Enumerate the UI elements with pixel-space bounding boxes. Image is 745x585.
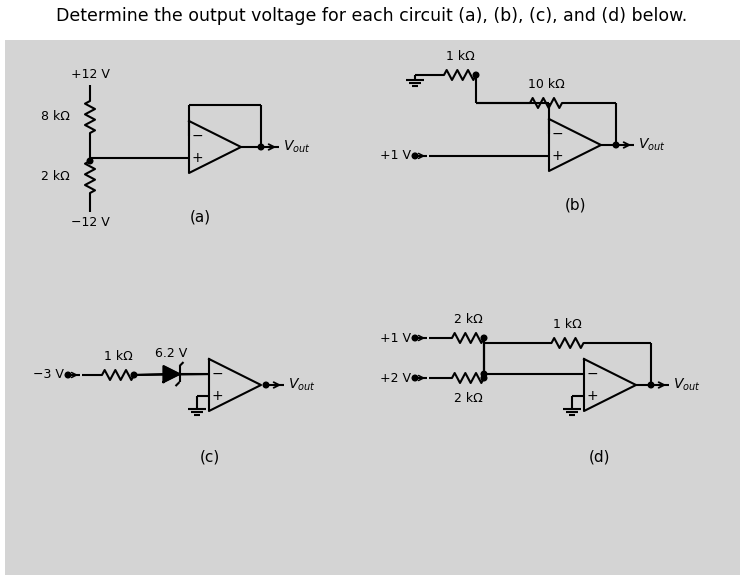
- Circle shape: [259, 144, 264, 150]
- Circle shape: [131, 372, 137, 378]
- Circle shape: [412, 375, 418, 381]
- Text: +1 V: +1 V: [380, 332, 411, 345]
- Polygon shape: [163, 366, 180, 382]
- Text: (b): (b): [564, 197, 586, 212]
- Circle shape: [481, 335, 486, 341]
- Text: $V_{out}$: $V_{out}$: [638, 137, 666, 153]
- Text: 10 kΩ: 10 kΩ: [527, 78, 565, 91]
- Text: −: −: [211, 367, 223, 381]
- Circle shape: [412, 153, 418, 159]
- Text: 1 kΩ: 1 kΩ: [553, 318, 582, 331]
- Circle shape: [87, 158, 93, 164]
- Text: $V_{out}$: $V_{out}$: [673, 377, 701, 393]
- Circle shape: [473, 72, 479, 78]
- Circle shape: [66, 372, 71, 378]
- Text: (d): (d): [589, 450, 611, 465]
- Text: 6.2 V: 6.2 V: [156, 347, 188, 360]
- Text: +: +: [191, 151, 203, 165]
- Circle shape: [481, 371, 486, 377]
- Circle shape: [481, 375, 486, 381]
- Text: −: −: [191, 129, 203, 143]
- Text: 2 kΩ: 2 kΩ: [454, 392, 482, 405]
- Text: (a): (a): [189, 210, 211, 225]
- Text: 2 kΩ: 2 kΩ: [454, 313, 482, 326]
- Text: −: −: [551, 127, 562, 141]
- Circle shape: [613, 142, 619, 148]
- Text: −3 V: −3 V: [33, 369, 64, 381]
- Text: (c): (c): [200, 450, 220, 465]
- Text: +: +: [586, 389, 597, 403]
- Circle shape: [412, 335, 418, 341]
- Text: Determine the output voltage for each circuit (a), (b), (c), and (d) below.: Determine the output voltage for each ci…: [57, 7, 688, 25]
- Text: $V_{out}$: $V_{out}$: [283, 139, 311, 155]
- Text: 1 kΩ: 1 kΩ: [446, 50, 475, 63]
- Text: +2 V: +2 V: [380, 371, 411, 384]
- Text: 2 kΩ: 2 kΩ: [41, 170, 70, 184]
- Circle shape: [648, 382, 654, 388]
- Text: +12 V: +12 V: [71, 68, 110, 81]
- Text: −: −: [586, 367, 597, 381]
- Text: 1 kΩ: 1 kΩ: [104, 350, 133, 363]
- Text: +1 V: +1 V: [380, 149, 411, 163]
- Text: +: +: [211, 389, 223, 403]
- Text: +: +: [551, 149, 562, 163]
- Text: $V_{out}$: $V_{out}$: [288, 377, 316, 393]
- Text: 8 kΩ: 8 kΩ: [41, 111, 70, 123]
- Text: −12 V: −12 V: [71, 216, 110, 229]
- Circle shape: [263, 382, 269, 388]
